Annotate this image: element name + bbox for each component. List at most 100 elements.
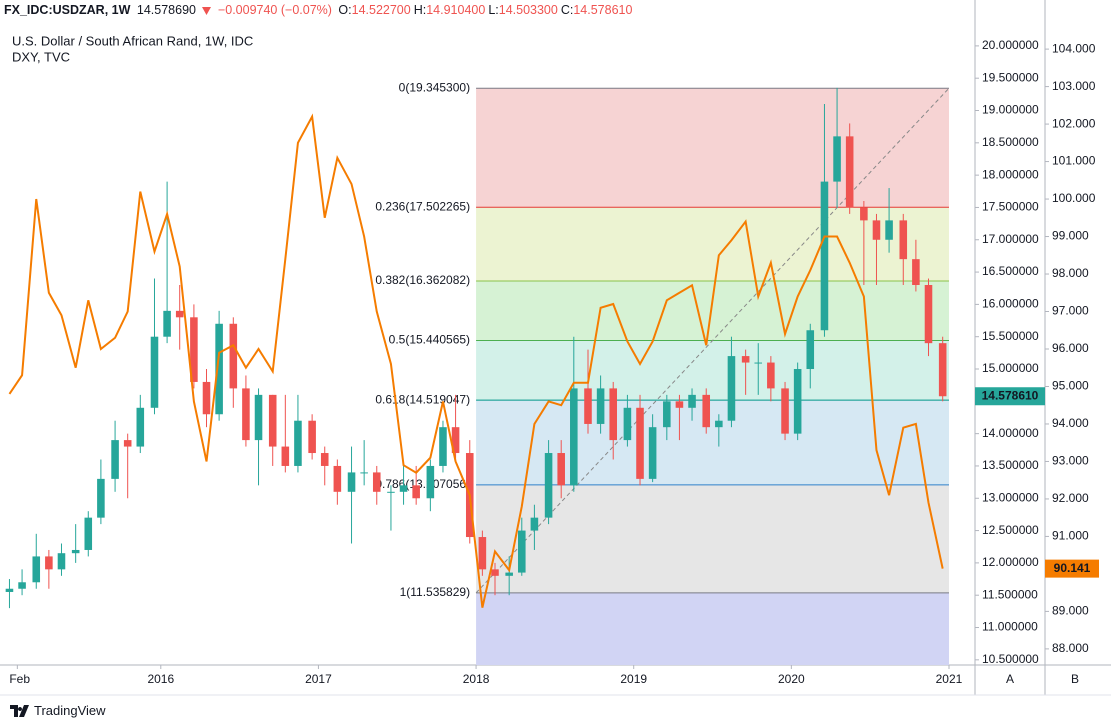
candle-body [570, 388, 578, 486]
y2-tick-label: 89.000 [1052, 604, 1089, 618]
candle-body [71, 549, 80, 554]
axes: 10.500000 11.000000 11.500000 12.000000 12.5… [9, 38, 1099, 686]
fib-band [476, 280, 949, 341]
candle-body [439, 427, 447, 466]
candle-body [767, 362, 775, 389]
y-tick-label: 15.500000 [982, 329, 1039, 343]
candle-body [5, 588, 14, 592]
candle-body [215, 323, 223, 415]
x-tick-label: 2021 [936, 672, 963, 686]
candle-body [544, 453, 553, 518]
fib-label: 0.786(13.207056) [375, 477, 470, 491]
candle-body [268, 394, 277, 447]
candle-body [885, 220, 893, 240]
down-arrow [202, 6, 212, 15]
ohlc-value: 14.910400 [426, 3, 486, 17]
candle-body [57, 553, 66, 570]
candle-body [399, 485, 408, 492]
candle-body [702, 394, 711, 428]
candle-body [741, 356, 750, 363]
y2-tick-label: 92.000 [1052, 491, 1089, 505]
candle-body [727, 356, 736, 421]
candle-body [491, 569, 499, 576]
y2-tick-label: 100.000 [1052, 191, 1096, 205]
x-tick-label: 2017 [305, 672, 332, 686]
candle-body [360, 472, 368, 474]
candle-body [347, 472, 356, 492]
scale-button[interactable]: B [1071, 672, 1079, 686]
ohlc-value: 14.578610 [573, 3, 633, 17]
candle-body [688, 394, 696, 408]
header: FX_IDC:USDZAR, 1W 14.578690 −0.009740 (−… [4, 3, 638, 17]
change: −0.009740 (−0.07%) [217, 3, 332, 17]
candle-body [229, 323, 238, 389]
ohlc-value: 14.522700 [351, 3, 411, 17]
fib-extension [476, 592, 949, 665]
ohlc-key: L: [488, 3, 499, 17]
brand: TradingView [34, 703, 106, 718]
price-tag-label: 14.578610 [982, 388, 1039, 402]
candle-body [97, 478, 105, 518]
y2-tick-label: 98.000 [1052, 266, 1089, 280]
candle-body [530, 517, 539, 531]
candle-body [754, 362, 763, 364]
candle-body [254, 394, 263, 441]
fib-label: 0.618(14.519047) [375, 392, 470, 406]
candle-body [123, 440, 132, 447]
candle-body [32, 556, 41, 583]
candle-body [202, 381, 211, 415]
y-tick-label: 19.500000 [982, 70, 1039, 84]
last-price: 14.578690 [136, 3, 196, 17]
y-tick-label: 18.500000 [982, 135, 1039, 149]
candle-body [281, 446, 290, 466]
candle-body [84, 517, 93, 550]
y-tick-label: 13.000000 [982, 490, 1039, 504]
plot [5, 87, 947, 609]
y-tick-label: 15.000000 [982, 361, 1039, 375]
y-tick-label: 17.500000 [982, 200, 1039, 214]
legend-entry: DXY, TVC [12, 49, 70, 64]
candle-body [845, 136, 854, 208]
y-tick-label: 13.500000 [982, 458, 1039, 472]
candle-body [648, 427, 657, 479]
candle-body [833, 136, 841, 182]
x-tick-label: 2020 [778, 672, 805, 686]
candle-body [806, 330, 815, 370]
y-tick-label: 14.000000 [982, 426, 1039, 440]
fib-trend [475, 87, 950, 594]
y-tick-label: 12.500000 [982, 523, 1039, 537]
fib-label: 0.5(15.440565) [389, 333, 470, 347]
y2-tick-label: 103.000 [1052, 79, 1096, 93]
candle-body [426, 465, 435, 499]
candle-body [924, 285, 933, 344]
price-tag [975, 387, 1045, 406]
y-tick-label: 16.500000 [982, 264, 1039, 278]
y-tick-label: 11.000000 [982, 620, 1038, 634]
candle-body [675, 401, 684, 408]
y-tick-label: 17.000000 [982, 232, 1039, 246]
candle-body [623, 407, 632, 441]
candle-body [478, 537, 487, 570]
candle-body [860, 207, 868, 221]
y2-tick-label: 91.000 [1052, 529, 1089, 543]
ohlc-value: 14.503300 [498, 3, 558, 17]
y2-tick-label: 104.000 [1052, 41, 1096, 55]
symbol: FX_IDC:USDZAR, 1W [4, 3, 131, 17]
logo [10, 704, 29, 717]
y2-tick-label: 102.000 [1052, 116, 1096, 130]
y-tick-label: 16.000000 [982, 297, 1039, 311]
fibonacci: 0(19.345300) 0.236(17.502265) 0.382(16.362… [375, 80, 950, 665]
scale-button[interactable]: A [1006, 672, 1014, 686]
candle-body [333, 465, 342, 492]
y2-tick-label: 99.000 [1052, 229, 1089, 243]
candle-body [111, 440, 119, 479]
candle-body [387, 491, 395, 493]
ohlc-key: H: [413, 3, 427, 17]
candle-body [175, 310, 184, 318]
candle-body [45, 556, 53, 570]
candle-body [793, 369, 802, 434]
candle-body [242, 388, 250, 441]
ohlc: O:14.522700 H:14.910400 L:14.503300 C:14.57… [338, 3, 635, 17]
